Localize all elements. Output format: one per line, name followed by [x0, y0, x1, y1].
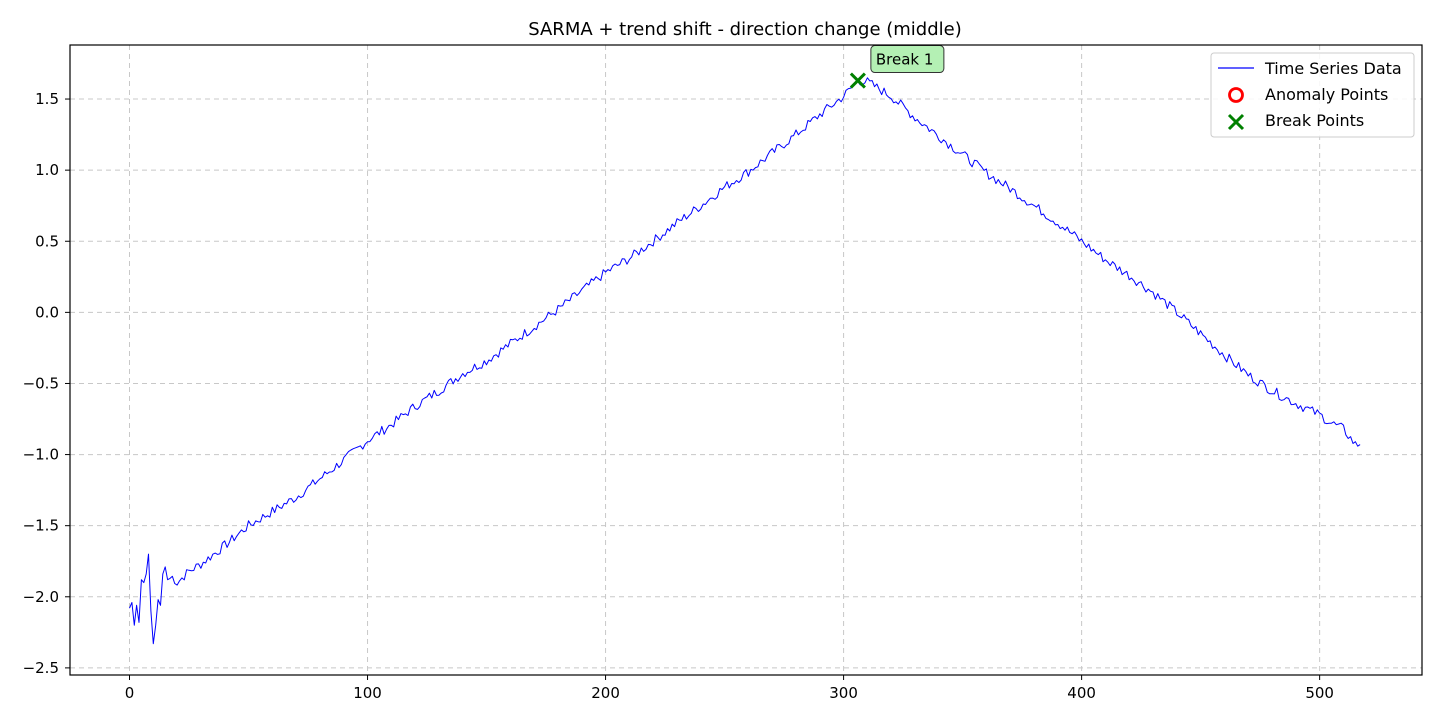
x-tick-label: 100	[353, 684, 382, 702]
grid	[70, 45, 1422, 675]
legend-label-break: Break Points	[1265, 111, 1364, 130]
legend-box	[1210, 52, 1415, 138]
y-tick-label: 0.0	[35, 303, 59, 321]
y-tick-label: 0.5	[35, 232, 59, 250]
series-layer	[129, 77, 1361, 645]
y-tick-label: −1.5	[23, 517, 59, 535]
chart-title: SARMA + trend shift - direction change (…	[528, 19, 962, 40]
y-axis: −2.5 −2.0 −1.5 −1.0 −0.5 0.0 0.5 1.0 1.5	[23, 90, 70, 677]
x-tick-label: 500	[1305, 684, 1334, 702]
break-annotation-label: Break 1	[876, 51, 934, 69]
series-line	[129, 77, 1361, 645]
y-tick-label: 1.0	[35, 161, 59, 179]
y-tick-label: −2.5	[23, 659, 59, 677]
legend-label-anomaly: Anomaly Points	[1265, 85, 1388, 104]
y-tick-label: −2.0	[23, 588, 59, 606]
x-tick-label: 400	[1067, 684, 1096, 702]
x-tick-label: 200	[591, 684, 620, 702]
legend: Time Series Data Anomaly Points Break Po…	[1210, 52, 1415, 138]
break-point-marker	[849, 72, 866, 89]
legend-label-series: Time Series Data	[1264, 59, 1402, 78]
x-tick-label: 0	[125, 684, 135, 702]
y-tick-label: −0.5	[23, 374, 59, 392]
legend-x-swatch	[1227, 113, 1245, 131]
plot-frame	[69, 44, 1423, 676]
y-tick-label: −1.0	[23, 446, 59, 464]
marker-layer: Break 1	[849, 45, 945, 89]
legend-circle-swatch	[1228, 87, 1244, 103]
x-axis: 0 100 200 300 400 500	[125, 675, 1334, 702]
y-tick-label: 1.5	[35, 90, 59, 108]
x-tick-label: 300	[829, 684, 858, 702]
